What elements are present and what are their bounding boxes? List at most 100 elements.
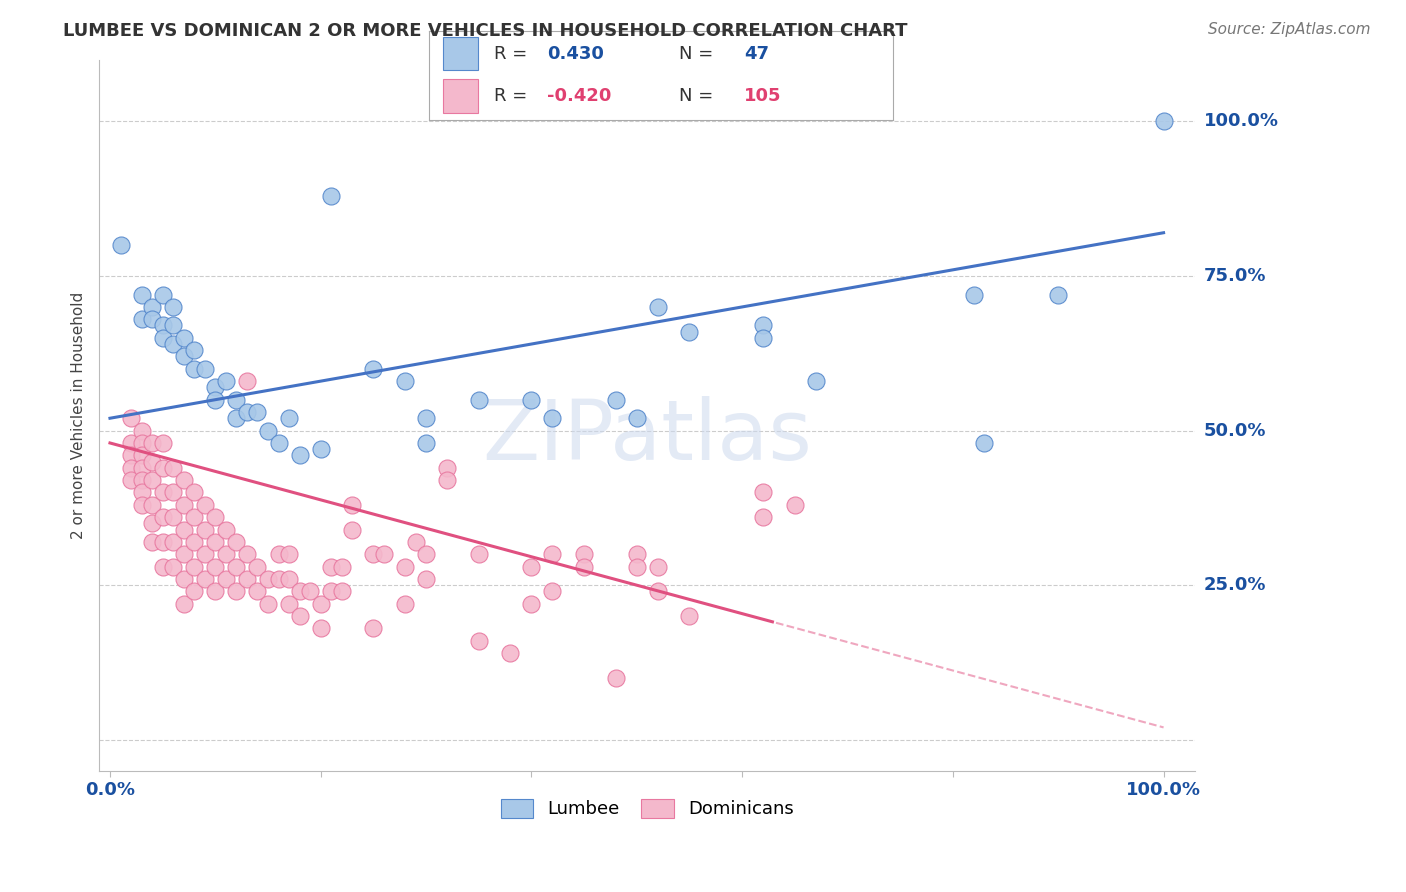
Point: [225, 411, 247, 425]
Bar: [443, 37, 478, 70]
Point: [278, 597, 301, 611]
Text: ZIPatlas: ZIPatlas: [482, 396, 813, 477]
Point: [415, 547, 437, 561]
Point: [141, 516, 163, 531]
Point: [162, 535, 184, 549]
Point: [162, 460, 184, 475]
Text: 100.0%: 100.0%: [1204, 112, 1278, 130]
Point: [183, 510, 205, 524]
Point: [520, 392, 543, 407]
Point: [267, 547, 290, 561]
Point: [110, 238, 132, 252]
Point: [215, 374, 238, 388]
Point: [215, 523, 238, 537]
Point: [173, 597, 195, 611]
Point: [520, 597, 543, 611]
Point: [1153, 114, 1175, 128]
Point: [678, 609, 700, 624]
Point: [405, 535, 427, 549]
Point: [541, 584, 564, 599]
Point: [278, 572, 301, 586]
Point: [257, 597, 280, 611]
Point: [183, 584, 205, 599]
Point: [204, 584, 226, 599]
Point: [194, 361, 217, 376]
Text: N =: N =: [679, 45, 714, 62]
Point: [647, 559, 669, 574]
Point: [141, 312, 163, 326]
Point: [215, 572, 238, 586]
Point: [321, 188, 343, 202]
Point: [626, 411, 648, 425]
Text: Source: ZipAtlas.com: Source: ZipAtlas.com: [1208, 22, 1371, 37]
Point: [373, 547, 395, 561]
Point: [678, 325, 700, 339]
Point: [152, 559, 174, 574]
Point: [541, 547, 564, 561]
Point: [342, 523, 364, 537]
Point: [183, 535, 205, 549]
Text: 105: 105: [744, 87, 782, 105]
Point: [183, 559, 205, 574]
Point: [162, 337, 184, 351]
Point: [626, 559, 648, 574]
Point: [162, 559, 184, 574]
Point: [342, 498, 364, 512]
Point: [246, 405, 269, 419]
Point: [131, 473, 153, 487]
Point: [415, 411, 437, 425]
Point: [152, 331, 174, 345]
Text: 25.0%: 25.0%: [1204, 576, 1265, 594]
Point: [152, 485, 174, 500]
Text: R =: R =: [494, 87, 527, 105]
Point: [436, 473, 458, 487]
Point: [120, 460, 142, 475]
Point: [520, 559, 543, 574]
Point: [572, 559, 595, 574]
Point: [278, 411, 301, 425]
Point: [963, 287, 986, 301]
Point: [436, 460, 458, 475]
Point: [131, 460, 153, 475]
Point: [267, 572, 290, 586]
Point: [309, 442, 332, 457]
Point: [752, 485, 775, 500]
Point: [162, 318, 184, 333]
Point: [120, 411, 142, 425]
Point: [415, 436, 437, 450]
Point: [309, 597, 332, 611]
Point: [183, 361, 205, 376]
Point: [973, 436, 995, 450]
Point: [225, 392, 247, 407]
Point: [330, 584, 353, 599]
Point: [120, 448, 142, 462]
Point: [394, 597, 416, 611]
Point: [183, 485, 205, 500]
Point: [321, 559, 343, 574]
Point: [204, 535, 226, 549]
Point: [131, 312, 153, 326]
Point: [626, 547, 648, 561]
Point: [415, 572, 437, 586]
Point: [605, 671, 627, 685]
Point: [330, 559, 353, 574]
Point: [131, 287, 153, 301]
Text: 47: 47: [744, 45, 769, 62]
Point: [647, 300, 669, 314]
Point: [363, 622, 385, 636]
Point: [204, 392, 226, 407]
Point: [267, 436, 290, 450]
Text: 75.0%: 75.0%: [1204, 267, 1265, 285]
Point: [257, 572, 280, 586]
Point: [467, 633, 489, 648]
Point: [236, 572, 259, 586]
Point: [131, 448, 153, 462]
Point: [173, 498, 195, 512]
Point: [647, 584, 669, 599]
Point: [173, 572, 195, 586]
Point: [288, 448, 311, 462]
Point: [394, 374, 416, 388]
Text: N =: N =: [679, 87, 714, 105]
Point: [194, 572, 217, 586]
Point: [246, 584, 269, 599]
